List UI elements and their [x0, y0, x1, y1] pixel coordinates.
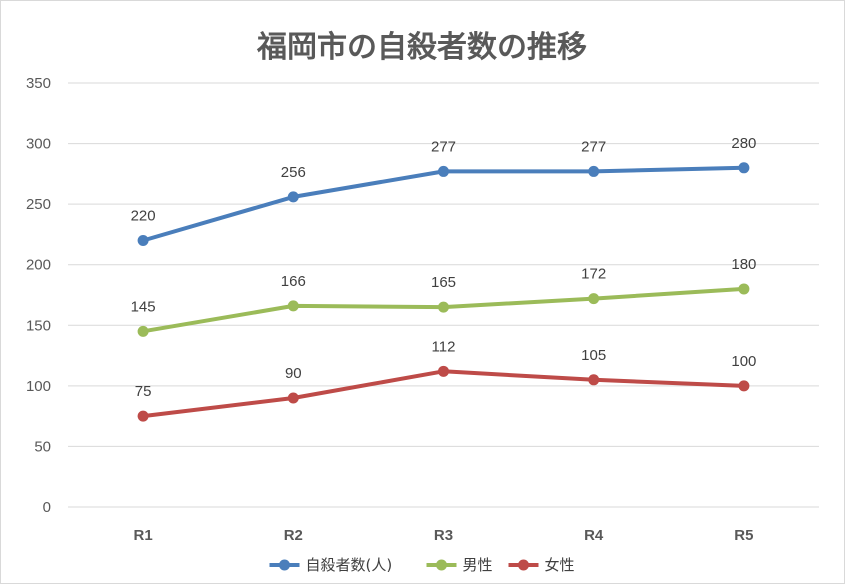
x-category-label: R5 — [734, 527, 753, 544]
data-label: 256 — [281, 164, 306, 181]
data-point — [738, 162, 750, 174]
data-point — [137, 325, 149, 337]
legend-label: 女性 — [545, 556, 575, 574]
data-point — [287, 392, 299, 404]
data-point — [588, 165, 600, 177]
data-label: 100 — [731, 353, 756, 370]
data-labels: 220 256 277 277 280 145 166 165 172 180 75 90 112 105… — [131, 135, 757, 400]
data-label: 180 — [731, 256, 756, 273]
x-category-label: R1 — [134, 527, 153, 544]
y-tick-label: 250 — [26, 196, 51, 213]
data-point — [137, 410, 149, 422]
data-label: 172 — [581, 266, 606, 283]
data-label: 90 — [285, 365, 302, 382]
y-tick-label: 150 — [26, 317, 51, 334]
data-label: 280 — [731, 135, 756, 152]
series-line-2 — [141, 369, 746, 419]
legend-item-0: 自殺者数(人) — [269, 556, 393, 574]
legend-marker — [436, 559, 447, 571]
legend: 自殺者数(人) 男性 女性 — [269, 556, 575, 574]
data-label: 112 — [432, 338, 456, 355]
y-axis-ticks: 0 50 100 150 200 250 300 350 — [26, 75, 51, 516]
data-point — [588, 293, 600, 305]
data-label: 220 — [131, 207, 156, 224]
data-point — [438, 301, 449, 313]
legend-marker — [279, 559, 290, 571]
gridlines — [68, 82, 819, 508]
data-point — [137, 234, 149, 246]
data-point — [287, 191, 299, 203]
x-category-label: R2 — [284, 527, 303, 544]
y-tick-label: 300 — [26, 136, 51, 153]
data-point — [588, 374, 600, 386]
x-category-label: R3 — [434, 527, 453, 544]
data-point — [738, 283, 750, 295]
data-label: 145 — [131, 298, 156, 315]
y-tick-label: 350 — [26, 75, 51, 92]
data-label: 277 — [431, 138, 456, 155]
x-axis-categories: R1 R2 R3 R4 R5 — [134, 527, 754, 544]
data-label: 166 — [281, 273, 306, 290]
chart-title: 福岡市の自殺者数の推移 — [256, 30, 587, 65]
series-group — [137, 162, 750, 422]
data-point — [438, 165, 449, 177]
data-label: 75 — [135, 383, 152, 400]
data-point — [287, 300, 299, 312]
y-tick-label: 50 — [34, 438, 51, 455]
data-label: 165 — [431, 274, 456, 291]
legend-marker — [518, 559, 529, 571]
y-tick-label: 0 — [43, 499, 51, 516]
data-label: 277 — [581, 138, 606, 155]
x-category-label: R4 — [584, 527, 604, 544]
y-tick-label: 100 — [26, 378, 51, 395]
data-point — [438, 365, 449, 377]
legend-label: 自殺者数(人) — [306, 556, 393, 574]
legend-item-1: 男性 — [426, 556, 493, 574]
legend-item-2: 女性 — [508, 556, 575, 574]
data-point — [738, 380, 750, 392]
legend-label: 男性 — [463, 556, 493, 574]
data-label: 105 — [581, 347, 606, 364]
y-tick-label: 200 — [26, 257, 51, 274]
